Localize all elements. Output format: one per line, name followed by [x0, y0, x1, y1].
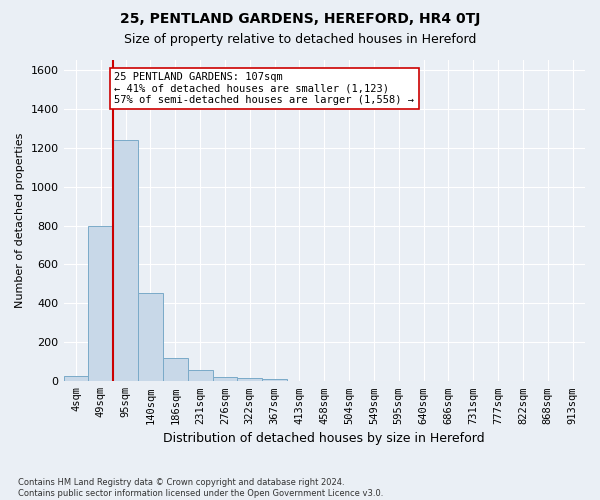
Bar — [113, 140, 138, 382]
Bar — [138, 292, 163, 382]
Text: Size of property relative to detached houses in Hereford: Size of property relative to detached ho… — [124, 32, 476, 46]
X-axis label: Distribution of detached houses by size in Hereford: Distribution of detached houses by size … — [163, 432, 485, 445]
Text: 25, PENTLAND GARDENS, HEREFORD, HR4 0TJ: 25, PENTLAND GARDENS, HEREFORD, HR4 0TJ — [120, 12, 480, 26]
Bar — [188, 370, 212, 382]
Bar — [238, 378, 262, 382]
Text: 25 PENTLAND GARDENS: 107sqm
← 41% of detached houses are smaller (1,123)
57% of : 25 PENTLAND GARDENS: 107sqm ← 41% of det… — [115, 72, 415, 105]
Bar — [262, 379, 287, 382]
Text: Contains HM Land Registry data © Crown copyright and database right 2024.
Contai: Contains HM Land Registry data © Crown c… — [18, 478, 383, 498]
Y-axis label: Number of detached properties: Number of detached properties — [15, 133, 25, 308]
Bar — [64, 376, 88, 382]
Bar — [212, 377, 238, 382]
Bar — [88, 226, 113, 382]
Bar — [163, 358, 188, 382]
